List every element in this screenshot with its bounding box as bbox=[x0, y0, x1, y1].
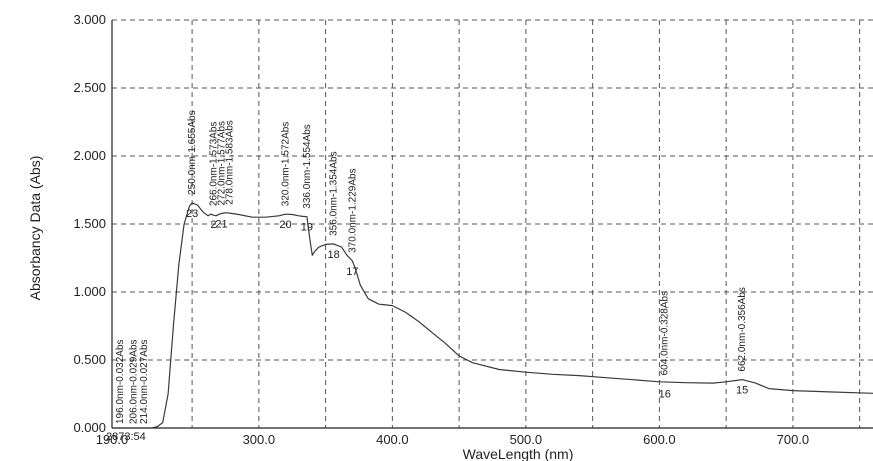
peak-label: 662.0nm-0.356Abs bbox=[737, 287, 748, 372]
y-tick-label: 2.500 bbox=[73, 80, 106, 95]
x-tick-labels: 190.0 300.0 400.0 500.0 600.0 700.0 bbox=[96, 432, 809, 447]
peak-label: 266.0nm-1.573Abs bbox=[209, 122, 220, 207]
peak-label: 272.0nm-1.577Abs bbox=[217, 121, 228, 206]
x-tick-label: 700.0 bbox=[777, 432, 810, 447]
y-tick-labels: 0.000 0.500 1.000 1.500 2.000 2.500 3.000 bbox=[73, 12, 106, 435]
peak-number: 18 bbox=[327, 249, 339, 261]
peak-number: 17 bbox=[346, 266, 358, 278]
grid-lines bbox=[112, 19, 873, 428]
peak-annotations: 196.0nm-0.032Abs 206.0nm-0.029Abs 214.0nm-… bbox=[115, 110, 748, 424]
peak-number: 19 bbox=[301, 222, 313, 234]
series-group bbox=[112, 202, 873, 429]
y-tick-label: 0.500 bbox=[73, 352, 106, 367]
x-tick-label: 190.0 bbox=[96, 432, 129, 447]
x-tick-label: 600.0 bbox=[643, 432, 676, 447]
x-tick-label: 400.0 bbox=[376, 432, 409, 447]
axes bbox=[111, 20, 873, 429]
corner-label: 2873:54 bbox=[106, 431, 146, 443]
peak-number: 20 bbox=[279, 219, 291, 231]
x-tick-label: 500.0 bbox=[510, 432, 543, 447]
x-tick-label: 300.0 bbox=[243, 432, 276, 447]
x-axis-title: WaveLength (nm) bbox=[463, 446, 574, 461]
peak-number: 16 bbox=[659, 388, 671, 400]
peak-number: 15 bbox=[736, 385, 748, 397]
peak-label: 196.0nm-0.032Abs bbox=[115, 339, 126, 424]
peak-label: 604.0nm-0.328Abs bbox=[660, 291, 671, 376]
peak-number: 23 bbox=[186, 208, 198, 220]
peak-label: 336.0nm-1.554Abs bbox=[302, 124, 313, 209]
y-tick-label: 0.000 bbox=[73, 420, 106, 435]
peak-label: 356.0nm-1.354Abs bbox=[329, 151, 340, 236]
peak-label: 250.0nm-1.655Abs bbox=[187, 110, 198, 195]
spectrum-line bbox=[112, 202, 873, 429]
peak-label: 278.0nm-1.583Abs bbox=[225, 120, 236, 205]
peak-label: 370.0nm-1.229Abs bbox=[347, 168, 358, 253]
peak-number: 2 bbox=[210, 219, 216, 231]
peak-label: 206.0nm-0.029Abs bbox=[128, 339, 139, 424]
peak-label: 320.0nm-1.572Abs bbox=[281, 122, 292, 207]
peak-number: 21 bbox=[215, 219, 227, 231]
y-tick-label: 3.000 bbox=[73, 12, 106, 27]
peak-label: 214.0nm-0.027Abs bbox=[139, 339, 150, 424]
y-tick-label: 1.500 bbox=[73, 216, 106, 231]
y-axis-title: Absorbancy Data (Abs) bbox=[27, 156, 43, 301]
y-tick-label: 2.000 bbox=[73, 148, 106, 163]
y-tick-label: 1.000 bbox=[73, 284, 106, 299]
